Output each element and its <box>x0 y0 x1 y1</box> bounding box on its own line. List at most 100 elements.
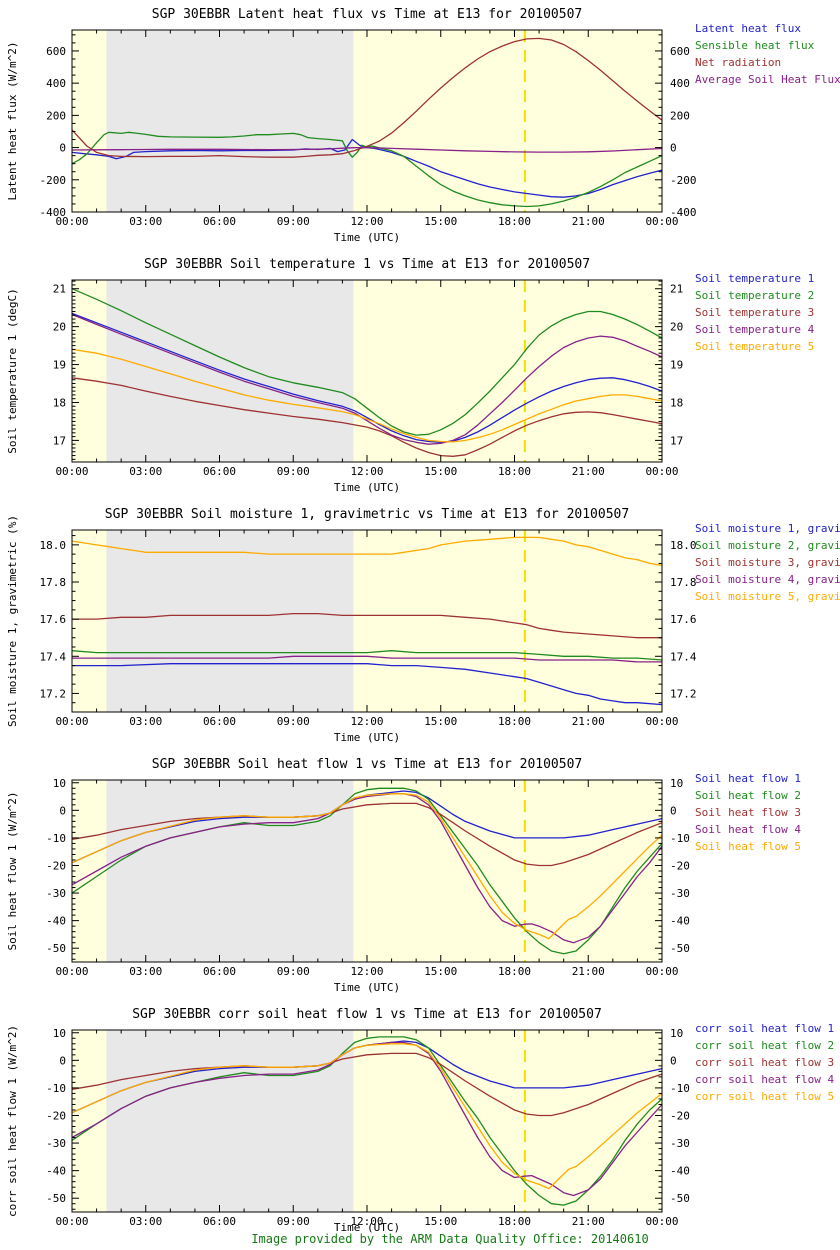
x-tick-label: 00:00 <box>55 1215 88 1228</box>
legend-entry: Sensible heat flux <box>695 39 815 52</box>
chart-legend-3: Soil moisture 1, gravimetric Soil moistur… <box>695 520 840 605</box>
x-tick-label: 00:00 <box>645 715 678 728</box>
x-axis-label: Time (UTC) <box>334 1221 400 1234</box>
y-tick-label-left: 17 <box>53 434 66 447</box>
chart-block-2: 21 21 20 20 19 19 18 18 17 17 00:00 03:00 06:00 09:00… <box>0 250 840 500</box>
axis-ticks <box>71 530 663 713</box>
series-line-corr-soil-heat-flow-4 <box>71 1041 663 1197</box>
legend-entry: corr soil heat flow 5 <box>695 1090 835 1103</box>
x-tick-label: 00:00 <box>55 215 88 228</box>
x-tick-label: 00:00 <box>645 465 678 478</box>
series-line-corr-soil-heat-flow-5 <box>71 1043 663 1190</box>
x-axis-label: Time (UTC) <box>334 231 400 244</box>
y-tick-label-right: -10 <box>670 1082 690 1095</box>
y-tick-label-left: -20 <box>46 859 66 872</box>
x-tick-label: 18:00 <box>498 465 531 478</box>
y-tick-label-right: 0 <box>670 142 677 155</box>
y-tick-label-right: -40 <box>670 915 690 928</box>
y-tick-label-left: -30 <box>46 887 66 900</box>
legend-entry: Soil heat flow 4 <box>695 823 801 836</box>
y-axis-label: Latent heat flux (W/m^2) <box>6 42 19 201</box>
series-line-corr-soil-heat-flow-3 <box>71 1052 663 1117</box>
y-tick-label-left: 0 <box>59 1054 66 1067</box>
y-tick-label-left: -40 <box>46 1165 66 1178</box>
y-tick-label-left: 0 <box>59 804 66 817</box>
x-tick-label: 00:00 <box>645 1215 678 1228</box>
y-tick-label-right: -20 <box>670 859 690 872</box>
x-tick-label: 15:00 <box>424 465 457 478</box>
x-tick-label: 18:00 <box>498 215 531 228</box>
x-tick-label: 03:00 <box>129 215 162 228</box>
series-line-soil-temperature-2 <box>71 288 663 436</box>
legend-entry: Soil heat flow 2 <box>695 789 801 802</box>
y-tick-label-right: 10 <box>670 1027 683 1040</box>
chart-svg-4: 10 10 0 0 -10 -10 -20 -20 -30 -30 -40 -40 -50 -50 00:0… <box>6 757 690 994</box>
legend-entry: Soil moisture 1, gravimetric <box>695 522 840 535</box>
chart-title: SGP 30EBBR Soil moisture 1, gravimetric … <box>105 507 629 522</box>
chart-svg-5: 10 10 0 0 -10 -10 -20 -20 -30 -30 -40 -40 -50 -50 00:0… <box>6 1007 690 1234</box>
x-axis-label: Time (UTC) <box>334 981 400 994</box>
y-tick-label-left: 17.2 <box>40 687 67 700</box>
series-line-soil-temperature-4 <box>71 313 663 445</box>
y-tick-label-left: -10 <box>46 832 66 845</box>
x-tick-label: 00:00 <box>645 965 678 978</box>
axis-ticks <box>71 780 663 962</box>
y-axis-label: corr soil heat flow 1 (W/m^2) <box>6 1025 19 1217</box>
x-tick-label: 06:00 <box>203 715 236 728</box>
x-tick-label: 06:00 <box>203 465 236 478</box>
legend-entry: Soil moisture 4, gravimetric <box>695 573 840 586</box>
y-tick-label-left: 10 <box>53 1027 66 1040</box>
series-line-net-radiation <box>71 37 663 158</box>
series-line-soil-moisture-4-gravimetric <box>72 655 662 663</box>
x-tick-label: 00:00 <box>55 465 88 478</box>
chart-title: SGP 30EBBR corr soil heat flow 1 vs Time… <box>132 1007 602 1022</box>
y-tick-label-right: 17.2 <box>670 687 697 700</box>
chart-title: SGP 30EBBR Latent heat flux vs Time at E… <box>152 7 582 22</box>
x-tick-label: 12:00 <box>350 215 383 228</box>
y-tick-label-right: 17.6 <box>670 613 697 626</box>
x-tick-label: 09:00 <box>277 1215 310 1228</box>
legend-entry: Soil temperature 2 <box>695 289 815 302</box>
y-tick-label-left: 17.8 <box>40 576 67 589</box>
series-line-soil-temperature-1 <box>71 312 663 443</box>
y-tick-label-right: 20 <box>670 321 683 334</box>
y-tick-label-left: -30 <box>46 1137 66 1150</box>
y-tick-label-left: -50 <box>46 942 66 955</box>
x-tick-label: 03:00 <box>129 965 162 978</box>
y-tick-label-left: 17.4 <box>40 650 67 663</box>
x-tick-label: 12:00 <box>350 715 383 728</box>
legend-entry: Soil heat flow 5 <box>695 840 801 853</box>
chart-legend-5: corr soil heat flow 1 corr soil heat flow… <box>695 1020 840 1105</box>
x-tick-label: 03:00 <box>129 465 162 478</box>
x-tick-label: 06:00 <box>203 965 236 978</box>
chart-legend-1: Latent heat flux Sensible heat flux Net ra… <box>695 20 840 88</box>
x-tick-label: 12:00 <box>350 1215 383 1228</box>
y-tick-label-left: 400 <box>46 77 66 90</box>
chart-legend-2: Soil temperature 1 Soil temperature 2 Soil… <box>695 270 840 355</box>
night-band <box>106 30 354 212</box>
y-tick-label-right: -50 <box>670 1192 690 1205</box>
series-line-soil-heat-flow-1 <box>71 790 663 864</box>
y-tick-label-left: 0 <box>59 142 66 155</box>
y-tick-label-right: -30 <box>670 887 690 900</box>
legend-entry: Soil temperature 5 <box>695 340 815 353</box>
x-axis-label: Time (UTC) <box>334 731 400 744</box>
chart-svg-3: 18.0 18.0 17.8 17.8 17.6 17.6 17.4 17.4 17.2 17.2… <box>6 507 697 744</box>
series-line-soil-moisture-3-gravimetric <box>72 612 662 639</box>
x-tick-label: 15:00 <box>424 965 457 978</box>
chart-block-1: 600 600 400 400 200 200 0 0 -200 -200 -400 -400 00:0… <box>0 0 840 250</box>
y-tick-label-left: 20 <box>53 321 66 334</box>
legend-entry: Soil moisture 3, gravimetric <box>695 556 840 569</box>
y-tick-label-right: 0 <box>670 804 677 817</box>
x-tick-label: 21:00 <box>572 215 605 228</box>
y-tick-label-left: -400 <box>40 206 67 219</box>
legend-entry: Soil temperature 3 <box>695 306 815 319</box>
chart-block-4: 10 10 0 0 -10 -10 -20 -20 -30 -30 -40 -40 -50 -50 00:0… <box>0 750 840 1000</box>
y-tick-label-right: -400 <box>670 206 697 219</box>
x-tick-label: 09:00 <box>277 465 310 478</box>
x-tick-label: 15:00 <box>424 215 457 228</box>
y-tick-label-right: -50 <box>670 942 690 955</box>
series-line-average-soil-heat-flux <box>71 146 663 153</box>
series-line-sensible-heat-flux <box>71 131 663 208</box>
chart-legend-4: Soil heat flow 1 Soil heat flow 2 Soil hea… <box>695 770 840 855</box>
